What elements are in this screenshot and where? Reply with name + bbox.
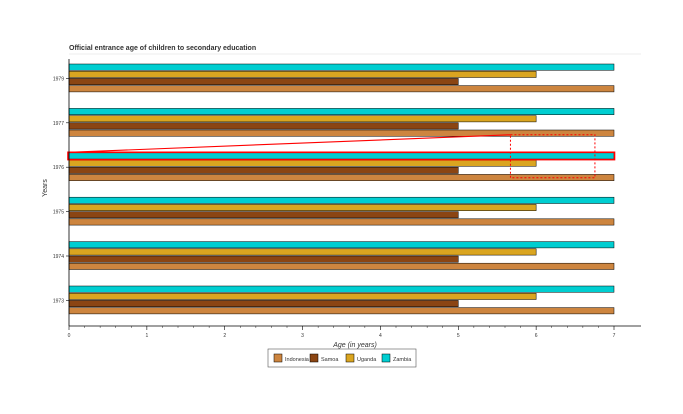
highlight-dotted-region [509,134,596,179]
y-tick-label-1974: 1974 [53,254,64,260]
x-tick-label-6: 6 [535,333,538,339]
legend-swatch-zambia [381,353,391,363]
legend-label-zambia: Zambia [393,357,412,363]
bar-indonesia-1979 [68,85,615,93]
y-tick-label-1979: 1979 [53,76,64,82]
bar-uganda-1977 [68,115,537,123]
bar-zambia-1976 [68,152,615,160]
bar-zambia-1979 [68,63,615,71]
legend-box [267,348,417,368]
y-axis-title: Years [42,179,49,197]
bar-zambia-1973 [68,285,615,293]
x-tick-label-2: 2 [223,333,226,339]
x-tick-label-0: 0 [68,333,71,339]
highlight-connector-line [68,134,511,153]
bar-indonesia-1975 [68,218,615,226]
bar-zambia-1975 [68,196,615,204]
y-tick-label-1973: 1973 [53,298,64,304]
bar-indonesia-1976 [68,174,615,181]
x-tick-label-7: 7 [613,333,616,339]
legend-swatch-indonesia [273,353,283,363]
bar-zambia-1974 [68,241,615,249]
bar-zambia-1977 [68,108,615,115]
bar-samoa-1976 [68,166,459,174]
x-tick-label-4: 4 [379,333,382,339]
bar-samoa-1979 [68,78,459,85]
bar-uganda-1973 [68,292,537,300]
chart-title: Official entrance age of children to sec… [69,45,256,52]
x-axis-title: Age (in years) [332,342,377,349]
bar-indonesia-1974 [68,262,615,270]
highlight-box [67,151,616,161]
x-tick-label-1: 1 [145,333,148,339]
bar-samoa-1977 [68,122,459,130]
bar-indonesia-1977 [68,129,615,137]
bar-uganda-1979 [68,70,537,78]
x-tick-label-5: 5 [457,333,460,339]
y-tick-label-1975: 1975 [53,210,64,216]
bar-indonesia-1973 [68,307,615,315]
legend-label-samoa: Samoa [321,357,339,363]
plot-area: 1979 1977 1976 1975 1974 1973 0 1 2 3 4 5 6 7 [53,63,616,339]
legend-label-uganda: Uganda [357,357,377,363]
bar-uganda-1975 [68,204,537,211]
legend-swatch-samoa [309,353,319,363]
bar-samoa-1975 [68,211,459,219]
bar-uganda-1976 [68,159,537,167]
bar-uganda-1974 [68,248,537,256]
x-tick-label-3: 3 [301,333,304,339]
legend: Indonesia Samoa Uganda Zambia [273,353,412,363]
legend-swatch-uganda [345,353,355,363]
bar-samoa-1974 [68,255,459,263]
legend-label-indonesia: Indonesia [285,357,310,363]
y-tick-label-1976: 1976 [53,165,64,171]
bar-samoa-1973 [68,300,459,307]
y-tick-label-1977: 1977 [53,121,64,127]
